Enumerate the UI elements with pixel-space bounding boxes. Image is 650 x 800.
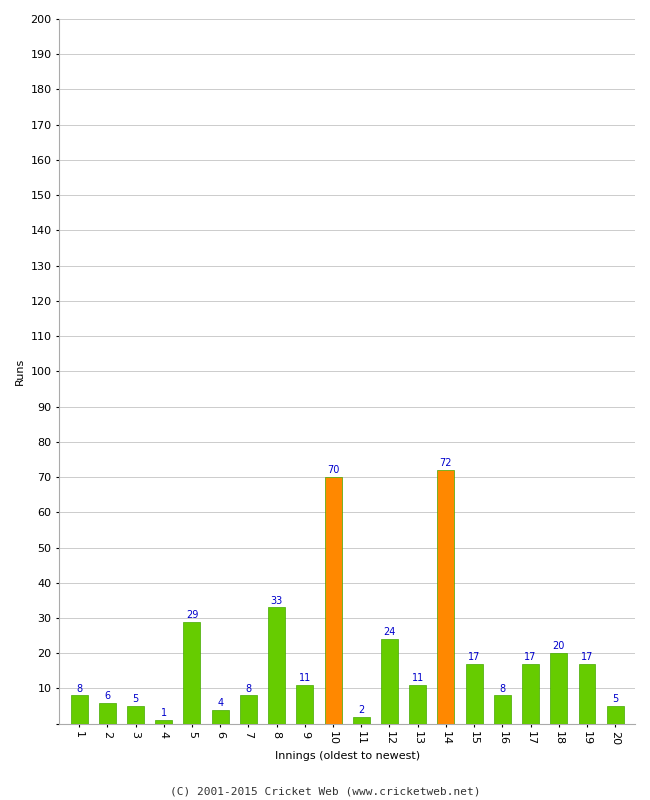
Bar	[240, 695, 257, 724]
Bar	[353, 717, 370, 724]
Text: 4: 4	[217, 698, 223, 708]
Text: 72: 72	[439, 458, 452, 468]
Bar	[71, 695, 88, 724]
Text: 8: 8	[245, 684, 252, 694]
Bar	[522, 664, 539, 724]
Bar	[183, 622, 200, 724]
Bar	[410, 685, 426, 724]
Bar	[212, 710, 229, 724]
Y-axis label: Runs: Runs	[15, 358, 25, 385]
Text: 11: 11	[299, 673, 311, 683]
Text: 8: 8	[76, 684, 82, 694]
Text: 2: 2	[358, 705, 365, 715]
Text: (C) 2001-2015 Cricket Web (www.cricketweb.net): (C) 2001-2015 Cricket Web (www.cricketwe…	[170, 786, 480, 796]
Text: 24: 24	[384, 627, 396, 638]
X-axis label: Innings (oldest to newest): Innings (oldest to newest)	[274, 751, 420, 761]
Text: 17: 17	[525, 652, 537, 662]
Bar	[607, 706, 624, 724]
Bar	[155, 720, 172, 724]
Text: 17: 17	[581, 652, 593, 662]
Bar	[494, 695, 511, 724]
Bar	[127, 706, 144, 724]
Bar	[296, 685, 313, 724]
Text: 70: 70	[327, 466, 339, 475]
Text: 8: 8	[499, 684, 506, 694]
Text: 5: 5	[612, 694, 618, 704]
Text: 6: 6	[104, 690, 110, 701]
Bar	[578, 664, 595, 724]
Bar	[99, 702, 116, 724]
Bar	[465, 664, 482, 724]
Text: 11: 11	[411, 673, 424, 683]
Bar	[268, 607, 285, 724]
Text: 29: 29	[186, 610, 198, 620]
Bar	[437, 470, 454, 724]
Text: 20: 20	[552, 642, 565, 651]
Text: 1: 1	[161, 708, 167, 718]
Text: 5: 5	[133, 694, 138, 704]
Bar	[551, 654, 567, 724]
Text: 17: 17	[468, 652, 480, 662]
Bar	[381, 639, 398, 724]
Text: 33: 33	[270, 596, 283, 606]
Bar	[324, 477, 341, 724]
